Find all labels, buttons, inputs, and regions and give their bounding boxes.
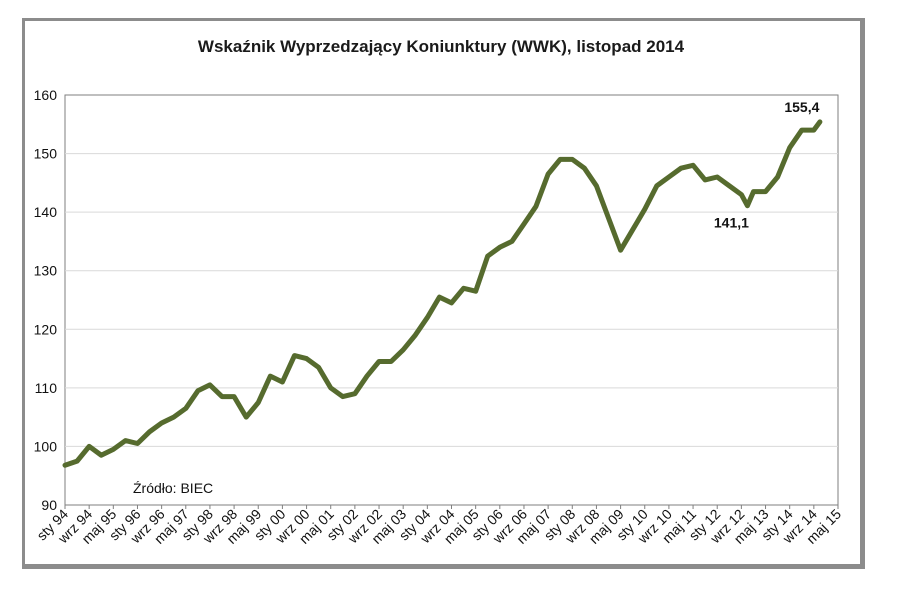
annotations: 155,4 141,1 [714, 99, 820, 231]
y-tick-label: 100 [34, 438, 58, 454]
y-tick-label: 120 [34, 321, 58, 337]
gridlines [65, 153, 838, 447]
data-label: 155,4 [784, 99, 819, 115]
y-tick-label: 150 [34, 146, 58, 162]
y-tick-label: 110 [35, 380, 58, 396]
y-tick-label: 90 [41, 497, 57, 513]
y-tick-label: 140 [34, 204, 58, 220]
series-line [62, 119, 823, 468]
y-tick-label: 160 [34, 87, 58, 103]
source-note: Źródło: BIEC [133, 480, 213, 496]
chart-title: Wskaźnik Wyprzedzający Koniunktury (WWK)… [198, 37, 685, 56]
y-tick-label: 130 [34, 263, 58, 279]
series-group [62, 119, 823, 468]
y-axis: 90 100 110 120 130 140 150 160 [34, 87, 58, 513]
data-label: 141,1 [714, 215, 749, 231]
